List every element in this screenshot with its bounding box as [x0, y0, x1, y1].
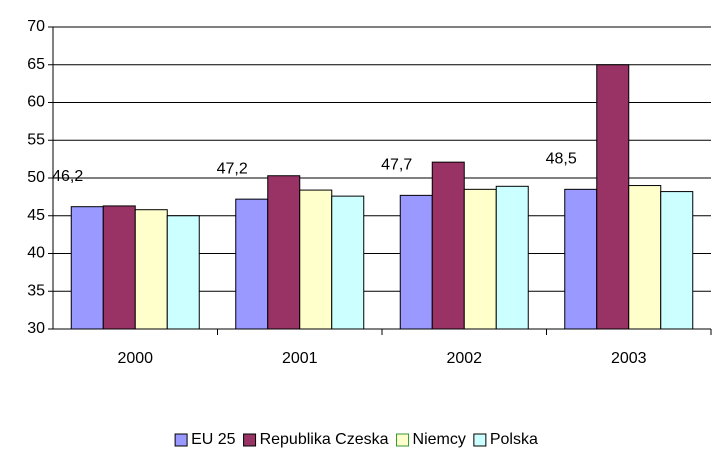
y-tick-label: 70 [27, 18, 45, 35]
bar [70, 206, 104, 330]
bar [628, 185, 662, 330]
bar [564, 188, 598, 330]
x-tick-label: 2002 [446, 350, 482, 367]
bar [463, 188, 497, 330]
data-label: 46,2 [52, 168, 83, 185]
bar [299, 189, 333, 330]
bar [134, 209, 168, 330]
bar [102, 205, 136, 330]
y-tick-label: 60 [27, 94, 45, 111]
data-label: 47,7 [381, 157, 412, 174]
bar [431, 161, 465, 330]
bar [660, 191, 694, 330]
x-tick-label: 2003 [611, 350, 647, 367]
legend-swatch [473, 433, 487, 447]
bar [399, 194, 433, 330]
bar [166, 215, 200, 330]
legend-label: Polska [490, 431, 538, 448]
legend-swatch [174, 433, 188, 447]
y-tick-label: 40 [27, 245, 45, 262]
legend-swatch [243, 433, 257, 447]
y-tick-label: 50 [27, 169, 45, 186]
bar [331, 195, 365, 330]
bar [267, 175, 301, 330]
y-tick-label: 55 [27, 131, 45, 148]
legend-label: EU 25 [191, 431, 236, 448]
bar [235, 198, 269, 330]
legend-swatch [396, 433, 410, 447]
bar [596, 64, 630, 330]
x-tick-label: 2001 [282, 350, 318, 367]
legend-label: Republika Czeska [260, 431, 389, 448]
data-label: 47,2 [217, 160, 248, 177]
bar [495, 185, 529, 330]
legend-label: Niemcy [413, 431, 466, 448]
y-tick-label: 45 [27, 207, 45, 224]
y-tick-label: 65 [27, 56, 45, 73]
x-tick-label: 2000 [117, 350, 153, 367]
y-tick-label: 35 [27, 282, 45, 299]
y-tick-label: 30 [27, 320, 45, 337]
data-label: 48,5 [546, 151, 577, 168]
